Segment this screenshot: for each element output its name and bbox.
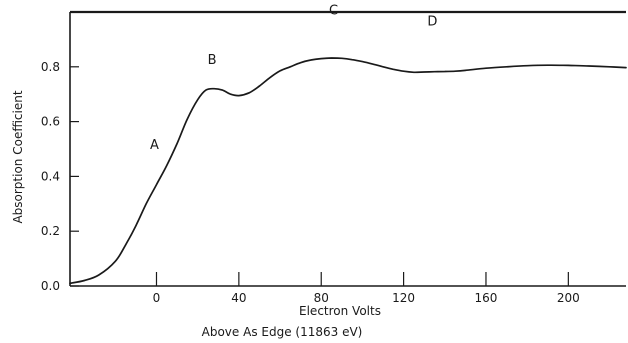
series-group	[69, 57, 627, 285]
x-tick-label: 120	[392, 291, 415, 305]
x-tick-label: 200	[557, 291, 580, 305]
annotation-label: A	[150, 138, 159, 153]
y-axis-title: Absorption Coefficient	[11, 90, 25, 223]
x-tick-label: 160	[475, 291, 498, 305]
annotations: A B C D	[150, 4, 437, 153]
y-tick-label: 0.6	[41, 115, 60, 129]
y-tick-label: 0.2	[41, 224, 60, 238]
annotation-label: D	[427, 15, 437, 30]
x-tick-label: 0	[153, 291, 161, 305]
absorption-curve	[69, 57, 627, 285]
x-axis-title: Electron Volts	[299, 304, 381, 318]
annotation-label: B	[208, 53, 217, 68]
x-tick-label: 80	[314, 291, 329, 305]
x-axis-title-line2: Above As Edge (11863 eV)	[202, 325, 363, 339]
x-ticks: 0 40 80 120 160 200	[153, 272, 580, 305]
x-tick-label: 40	[231, 291, 246, 305]
y-tick-label: 0.4	[41, 169, 60, 183]
axes	[69, 10, 626, 287]
y-ticks: 0.0 0.2 0.4 0.6 0.8	[41, 60, 79, 293]
y-tick-label: 0.8	[41, 60, 60, 74]
annotation-label: C	[329, 4, 338, 19]
y-tick-label: 0.0	[41, 279, 60, 293]
